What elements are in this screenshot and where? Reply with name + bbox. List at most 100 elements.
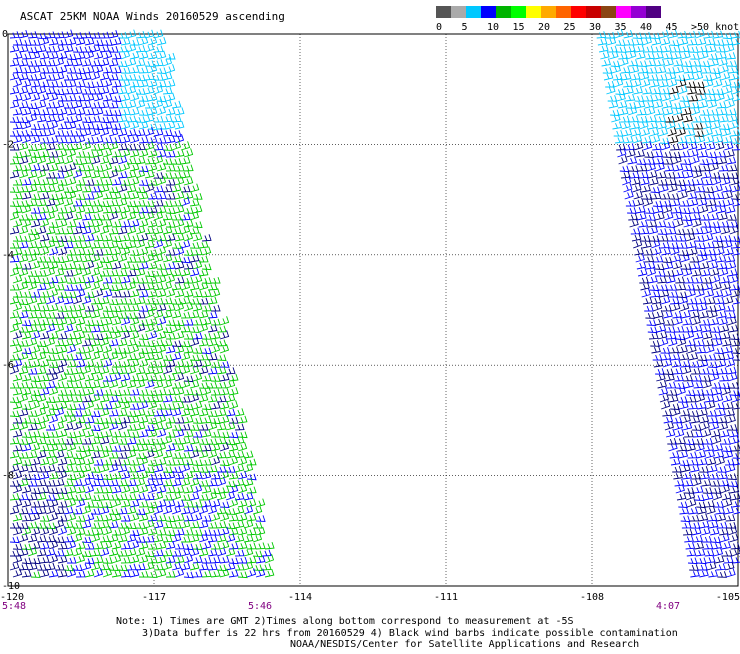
wind-barb [640, 227, 649, 234]
wind-barb [235, 479, 244, 487]
wind-barb [181, 452, 190, 458]
wind-barb [220, 401, 229, 409]
wind-barb [235, 424, 244, 430]
wind-barb [659, 387, 668, 395]
wind-barb [229, 374, 238, 381]
wind-barb [166, 64, 175, 73]
wind-barb [720, 324, 729, 332]
wind-barb [181, 141, 190, 150]
wind-barb [715, 450, 724, 458]
wind-barb [13, 457, 22, 465]
wind-barb [130, 444, 139, 451]
wind-barb [618, 100, 627, 108]
wind-barb [635, 150, 644, 157]
wind-barb [127, 129, 136, 136]
wind-barb [166, 333, 175, 339]
wind-barb [28, 229, 37, 235]
wind-barb [677, 337, 685, 346]
wind-barb [175, 121, 184, 129]
wind-barb [118, 367, 127, 374]
wind-barb [13, 513, 22, 521]
wind-barb [148, 123, 157, 129]
wind-barb [211, 499, 220, 507]
wind-barb [10, 130, 19, 136]
wind-barb [82, 32, 91, 38]
wind-barb [13, 317, 22, 325]
wind-barb [100, 297, 109, 304]
wind-barb [235, 564, 244, 570]
wind-barb [136, 200, 145, 206]
wind-barb [733, 348, 740, 354]
wind-barb [650, 285, 659, 291]
wind-barb [663, 204, 672, 213]
wind-barb [184, 529, 193, 535]
wind-barb [184, 501, 193, 507]
wind-barb [94, 515, 103, 521]
wind-barb [602, 59, 611, 67]
wind-barb [139, 95, 148, 101]
wind-barb [193, 417, 202, 423]
wind-barb [85, 529, 94, 535]
wind-barb [154, 186, 163, 193]
wind-barb [208, 535, 217, 542]
wind-barb [91, 214, 100, 221]
wind-barb [670, 347, 679, 354]
wind-barb [118, 171, 127, 178]
wind-barb [663, 52, 672, 59]
wind-barb [76, 52, 85, 59]
wind-barb [55, 130, 64, 136]
wind-barb [145, 200, 154, 206]
wind-barb [651, 87, 660, 94]
wind-barb [698, 355, 707, 361]
wind-barb [157, 515, 166, 522]
wind-barb [668, 389, 677, 395]
wind-barb [94, 445, 103, 451]
wind-barb [112, 541, 121, 549]
wind-barb [714, 501, 723, 507]
wind-barb [109, 102, 118, 108]
wind-barb [717, 101, 726, 108]
wind-barb [671, 407, 680, 416]
wind-barb [229, 432, 238, 438]
wind-barb [721, 332, 730, 339]
wind-barb [652, 296, 661, 304]
wind-barb [64, 354, 73, 360]
wind-barb [655, 108, 664, 115]
wind-barb [653, 201, 662, 207]
wind-barb [118, 226, 127, 234]
wind-barb [91, 549, 100, 556]
wind-barb [100, 494, 109, 500]
wind-barb [112, 53, 121, 60]
wind-barb [121, 373, 130, 381]
wind-barb [121, 459, 130, 465]
legend-swatch [496, 6, 511, 18]
wind-barb [677, 492, 686, 500]
wind-barb [64, 549, 73, 556]
wind-barb [76, 123, 85, 129]
wind-barb [46, 87, 55, 94]
wind-barb [37, 199, 46, 206]
wind-barb [690, 361, 699, 367]
wind-barb [40, 164, 49, 171]
wind-barb [22, 291, 31, 297]
wind-barb [148, 206, 157, 213]
wind-barb [64, 74, 73, 80]
wind-barb [94, 418, 103, 424]
wind-barb [49, 38, 58, 45]
wind-barb [716, 92, 725, 101]
wind-barb [676, 229, 685, 235]
wind-barb [620, 166, 629, 172]
wind-barb [680, 200, 689, 206]
wind-barb [725, 198, 734, 206]
wind-barb [73, 465, 82, 472]
wind-barb [139, 109, 148, 115]
legend-swatch [601, 6, 616, 18]
wind-barb [711, 222, 720, 228]
wind-barb [127, 269, 136, 276]
wind-barb [720, 173, 729, 179]
wind-barb [145, 102, 154, 108]
wind-barb [699, 311, 708, 318]
wind-barb [725, 149, 734, 157]
wind-barb [163, 87, 172, 94]
wind-barb [265, 542, 274, 549]
